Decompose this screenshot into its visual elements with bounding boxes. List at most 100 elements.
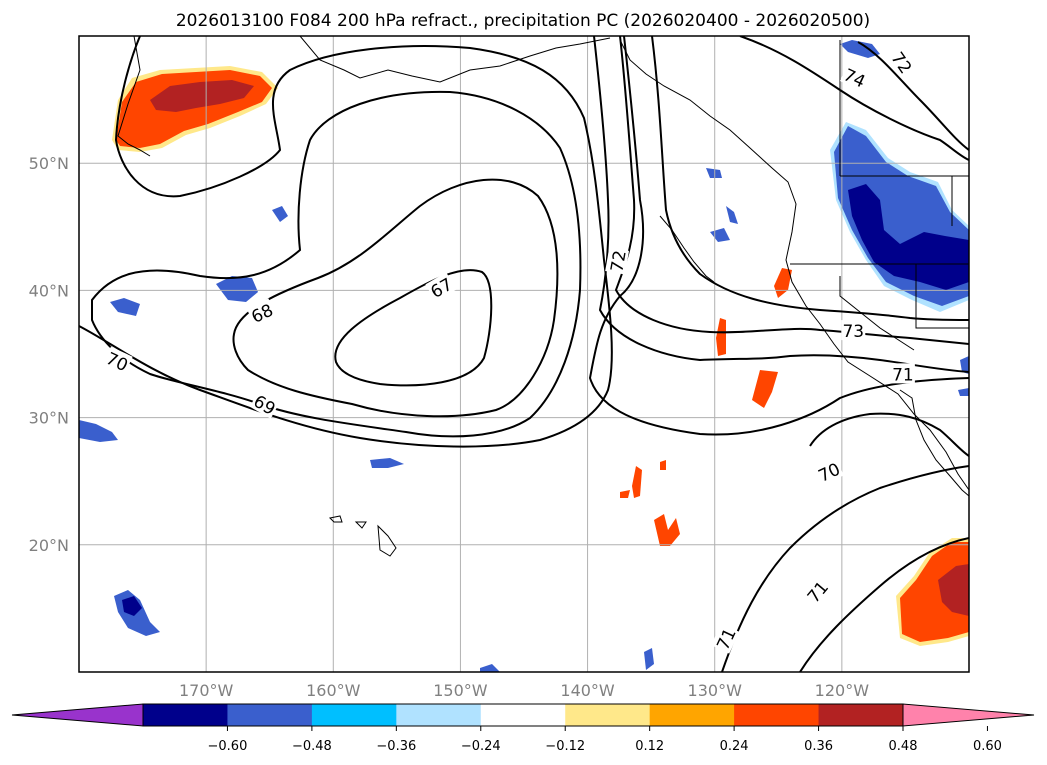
- contour-74: [651, 36, 969, 321]
- map-frame: [78, 35, 970, 673]
- contour-label-mask: [605, 247, 630, 275]
- colorbar-tick-label: −0.24: [461, 739, 501, 754]
- colorbar-tick-label: −0.60: [208, 739, 248, 754]
- precip-negative-region: [370, 458, 404, 468]
- colorbar-tick-label: −0.48: [292, 739, 332, 754]
- contour-71: [588, 36, 969, 436]
- precip-negative-region: [960, 356, 969, 374]
- colorbar: −0.60 −0.48 −0.36 −0.24 −0.12 0.12 0.24 0.36 0.4…: [11, 703, 1035, 754]
- longitude-axis: 170°W 160°W 150°W 140°W 130°W 120°W: [179, 681, 869, 700]
- chart-title: 2026013100 F084 200 hPa refract., precip…: [176, 11, 870, 31]
- contour-label-mask: [711, 623, 740, 654]
- lon-tick-label: 150°W: [433, 681, 488, 700]
- contour-label-mask: [801, 575, 833, 607]
- contour-label-mask: [841, 320, 866, 341]
- contour-71-south: [721, 465, 969, 672]
- lon-tick-label: 130°W: [688, 681, 743, 700]
- precip-negative-region: [958, 388, 969, 396]
- coastline: [619, 39, 969, 491]
- precip-positive-region: [938, 564, 969, 616]
- latitude-axis: 20°N 30°N 40°N 50°N: [29, 154, 69, 555]
- colorbar-swatch: [143, 704, 228, 726]
- contour-label-text: 73: [842, 322, 864, 342]
- contour-label-text: 72: [607, 249, 630, 274]
- contour-label-text: 71: [892, 365, 914, 385]
- contour-label: 73: [841, 320, 866, 342]
- precip-positive-region: [716, 318, 726, 356]
- coastlines: [117, 36, 969, 557]
- precip-negative-region: [726, 206, 738, 224]
- contour-72-north: [739, 36, 969, 161]
- colorbar-tick-label: 0.36: [804, 739, 833, 754]
- colorbar-swatch: [734, 704, 820, 726]
- precip-negative-region: [644, 648, 654, 670]
- coastline: [377, 524, 397, 557]
- colorbar-tick-label: 0.48: [889, 739, 918, 754]
- contour-label-mask: [249, 389, 281, 419]
- colorbar-swatch: [311, 704, 397, 726]
- contour-72: [593, 36, 969, 373]
- lat-tick-label: 30°N: [29, 409, 69, 428]
- precip-negative-region: [840, 40, 880, 58]
- contour-67: [334, 269, 493, 387]
- lon-tick-label: 120°W: [815, 681, 870, 700]
- colorbar-tick-label: 0.60: [973, 739, 1002, 754]
- precip-positive-region: [660, 460, 666, 470]
- precip-positive-region: [150, 80, 254, 112]
- precip-negative-region: [706, 168, 722, 178]
- contour-label: 72: [605, 247, 631, 275]
- lon-tick-label: 170°W: [179, 681, 234, 700]
- precip-positive-region: [752, 370, 778, 408]
- precip-positive-region: [632, 466, 642, 498]
- lat-tick-label: 20°N: [29, 536, 69, 555]
- colorbar-tick-label: −0.12: [545, 739, 585, 754]
- colorbar-tick-label: 0.24: [720, 739, 749, 754]
- precip-negative-region: [122, 596, 142, 616]
- coastline: [354, 521, 367, 529]
- contour-label-mask: [813, 457, 844, 486]
- colorbar-extend-min: [11, 703, 144, 727]
- coastline: [899, 389, 969, 497]
- contour-label: 71: [890, 363, 915, 385]
- colorbar-swatch: [227, 704, 313, 726]
- contour-label-mask: [839, 62, 871, 92]
- colorbar-swatch: [480, 704, 566, 726]
- colorbar-frame: [142, 703, 904, 727]
- state-border: [915, 264, 969, 329]
- precip-negative-region: [110, 298, 140, 316]
- lon-tick-label: 160°W: [306, 681, 361, 700]
- contour-68: [232, 178, 559, 418]
- contour-70: [79, 36, 613, 448]
- colorbar-swatch: [565, 704, 651, 726]
- contour-label-mask: [425, 272, 457, 302]
- lat-tick-label: 50°N: [29, 154, 69, 173]
- colorbar-swatch: [818, 704, 904, 726]
- precip-negative-region: [216, 276, 258, 302]
- colorbar-swatch: [649, 704, 735, 726]
- coastline: [117, 36, 151, 157]
- lat-tick-label: 40°N: [29, 281, 69, 300]
- colorbar-tick-label: 0.12: [635, 739, 664, 754]
- colorbar-swatch: [396, 704, 482, 726]
- contour-73: [614, 36, 969, 345]
- precip-negative-region: [480, 664, 500, 672]
- graticule: [79, 36, 969, 672]
- contour-71-south-east: [799, 537, 969, 672]
- map-background: [79, 36, 969, 672]
- contour-label-mask: [890, 363, 915, 384]
- contour-label-mask: [887, 46, 918, 78]
- contour-70-east: [809, 412, 969, 457]
- colorbar-extend-max: [902, 703, 1035, 727]
- coastline: [328, 515, 343, 523]
- precip-negative-region: [272, 206, 288, 222]
- precip-positive-region: [900, 542, 969, 642]
- precip-positive-region: [654, 514, 680, 546]
- precipitation-shading: [79, 40, 969, 672]
- coastline: [299, 36, 611, 83]
- contour-label-mask: [246, 298, 277, 327]
- precip-negative-region: [79, 420, 118, 442]
- colorbar-tick-label: −0.36: [376, 739, 416, 754]
- lon-tick-label: 140°W: [560, 681, 615, 700]
